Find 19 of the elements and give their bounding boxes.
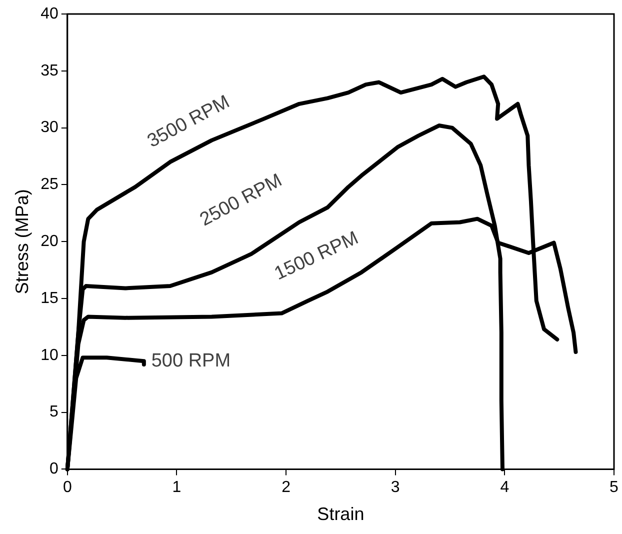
series-label: 500 RPM xyxy=(151,350,231,372)
y-tick-label: 20 xyxy=(40,233,58,250)
y-tick-label: 15 xyxy=(40,290,58,307)
text: 3500 RPM xyxy=(144,92,234,152)
x-tick-label: 1 xyxy=(172,479,182,496)
y-tick-label: 25 xyxy=(40,176,58,194)
x-axis-title: Strain xyxy=(317,504,364,524)
y-tick-label: 10 xyxy=(40,346,58,364)
y-tick-label: 5 xyxy=(49,404,58,421)
x-tick-label: 3 xyxy=(390,479,400,496)
y-tick-label: 40 xyxy=(40,5,58,22)
x-tick-label: 0 xyxy=(62,479,72,496)
x-tick-label: 5 xyxy=(610,479,619,496)
y-axis-title: Stress (MPa) xyxy=(12,189,32,294)
x-tick-label: 4 xyxy=(500,479,510,496)
y-tick-label: 30 xyxy=(40,119,58,136)
x-tick-label: 2 xyxy=(282,479,291,496)
y-tick-label: 35 xyxy=(40,62,58,80)
y-tick-label: 0 xyxy=(49,460,58,478)
